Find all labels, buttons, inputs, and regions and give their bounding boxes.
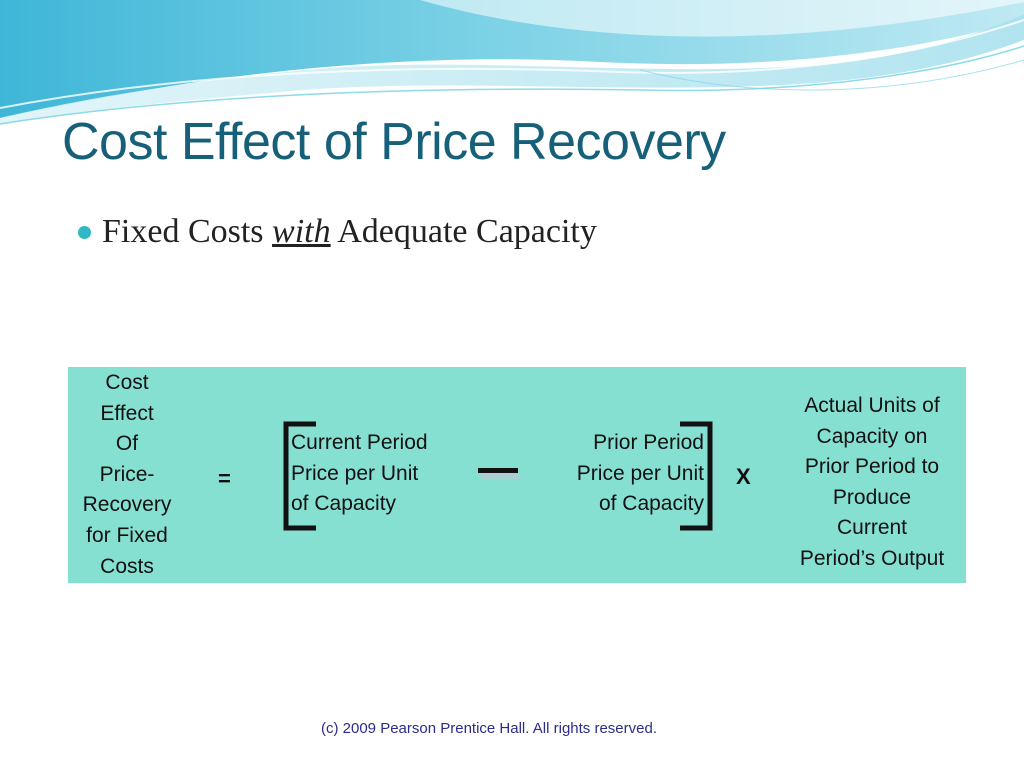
prior-period-price: Prior Period Price per Unit of Capacity bbox=[538, 428, 704, 520]
equals-sign: = bbox=[218, 466, 231, 491]
header-wave-decoration bbox=[0, 0, 1024, 125]
prior-period-line: of Capacity bbox=[598, 492, 704, 516]
actual-units-line: Capacity on bbox=[816, 424, 928, 448]
bullet-emphasis: with bbox=[272, 213, 331, 250]
formula-lhs-line: Recovery bbox=[82, 493, 172, 517]
prior-period-line: Price per Unit bbox=[576, 461, 704, 485]
actual-units-capacity: Actual Units of Capacity on Prior Period… bbox=[782, 391, 962, 575]
left-bracket-icon bbox=[283, 421, 316, 531]
formula-lhs-line: Of bbox=[115, 432, 139, 456]
formula-lhs-line: Effect bbox=[100, 401, 154, 425]
formula-lhs-line: Cost bbox=[105, 371, 149, 394]
bullet-item: Fixed Costs with Adequate Capacity bbox=[78, 213, 597, 251]
actual-units-line: Prior Period to bbox=[804, 455, 940, 479]
current-period-line: of Capacity bbox=[291, 492, 397, 516]
actual-units-line: Period’s Output bbox=[799, 546, 945, 570]
bullet-dot-icon bbox=[78, 226, 91, 239]
bullet-text-before: Fixed Costs bbox=[102, 213, 273, 250]
copyright-footer: (c) 2009 Pearson Prentice Hall. All righ… bbox=[321, 720, 657, 737]
formula-box: Cost Effect Of Price- Recovery for Fixed… bbox=[68, 367, 966, 583]
minus-sign-icon bbox=[478, 468, 520, 479]
prior-period-line: Prior Period bbox=[593, 431, 704, 454]
bullet-text: Fixed Costs with Adequate Capacity bbox=[102, 213, 597, 250]
slide-title: Cost Effect of Price Recovery bbox=[62, 113, 726, 171]
formula-lhs-line: Costs bbox=[100, 554, 154, 578]
actual-units-line: Produce bbox=[832, 485, 912, 509]
formula-lhs-line: Price- bbox=[99, 462, 155, 486]
formula-lhs-line: for Fixed bbox=[86, 523, 168, 547]
actual-units-line: Current bbox=[836, 516, 908, 540]
actual-units-line: Actual Units of bbox=[804, 394, 940, 417]
formula-lhs: Cost Effect Of Price- Recovery for Fixed… bbox=[68, 368, 186, 582]
current-period-price: Current Period Price per Unit of Capacit… bbox=[291, 428, 461, 520]
right-bracket-icon bbox=[680, 421, 713, 531]
multiply-sign: X bbox=[736, 464, 751, 489]
current-period-line: Price per Unit bbox=[291, 461, 419, 485]
current-period-line: Current Period bbox=[291, 431, 428, 454]
bullet-text-after: Adequate Capacity bbox=[330, 213, 597, 250]
